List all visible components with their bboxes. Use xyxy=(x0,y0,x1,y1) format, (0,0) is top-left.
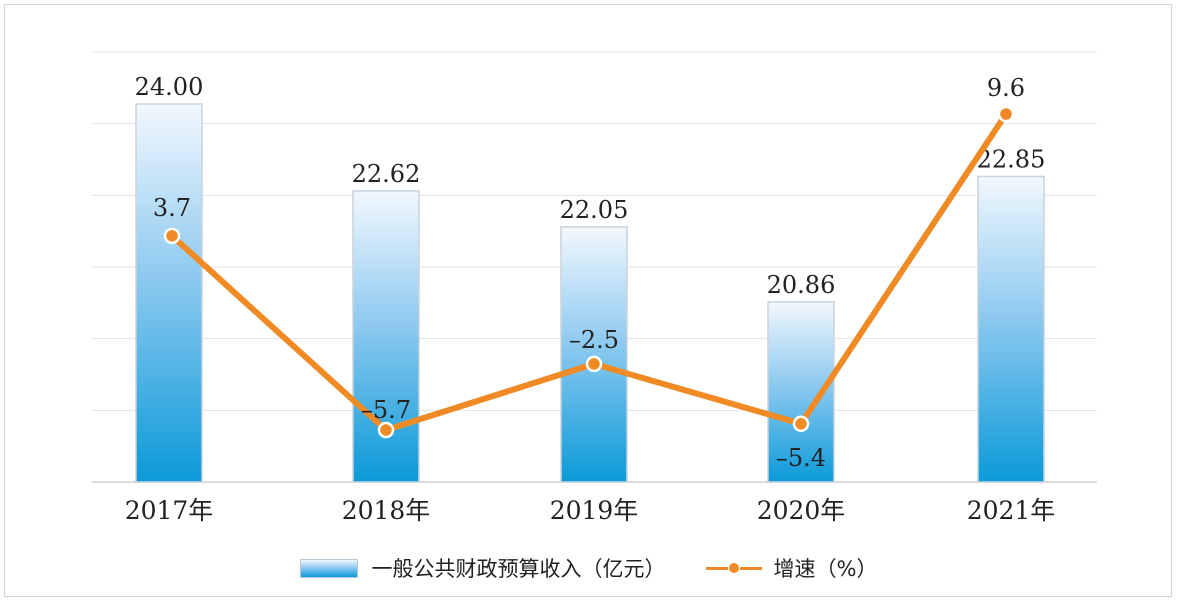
bar xyxy=(977,175,1045,483)
line-value-label: –5.4 xyxy=(776,444,826,472)
legend-bar-swatch xyxy=(299,558,358,578)
legend-line-swatch xyxy=(705,559,762,577)
legend-line-label: 增速（%） xyxy=(773,557,878,581)
x-axis-labels: 2017年 2018年 2019年 2020年 2021年 xyxy=(125,496,1056,525)
bar-value-label: 22.62 xyxy=(352,160,421,188)
legend-bar-label: 一般公共财政预算收入（亿元） xyxy=(371,557,666,581)
line-value-label: 3.7 xyxy=(153,194,191,222)
x-tick-label: 2021年 xyxy=(967,496,1056,525)
line-point xyxy=(163,227,181,245)
bar-value-label: 24.00 xyxy=(135,73,204,101)
bar xyxy=(352,190,420,483)
legend-item-bar: 一般公共财政预算收入（亿元） xyxy=(299,553,666,583)
bar-series: 24.00 22.62 22.05 20.86 22.85 xyxy=(135,73,1046,483)
line-value-label: 9.6 xyxy=(987,74,1025,102)
x-tick-label: 2018年 xyxy=(342,496,431,525)
line-value-label: –5.7 xyxy=(361,396,411,424)
line-point xyxy=(792,415,810,433)
bar xyxy=(135,103,203,483)
line-point xyxy=(585,355,603,373)
line-value-label: –2.5 xyxy=(569,326,619,354)
bar xyxy=(560,226,628,483)
line-series: 3.7 –5.7 –2.5 –5.4 9.6 xyxy=(153,74,1025,472)
bar-value-label: 22.05 xyxy=(560,196,629,224)
gridlines xyxy=(92,51,1097,483)
x-tick-label: 2017年 xyxy=(125,496,214,525)
x-tick-label: 2019年 xyxy=(550,496,639,525)
bar-value-label: 22.85 xyxy=(977,145,1046,173)
legend: 一般公共财政预算收入（亿元） 增速（%） xyxy=(0,553,1177,583)
bar-value-label: 20.86 xyxy=(767,271,836,299)
line-point xyxy=(997,105,1015,123)
x-tick-label: 2020年 xyxy=(757,496,846,525)
legend-item-line: 增速（%） xyxy=(705,553,878,583)
line-point xyxy=(377,421,395,439)
